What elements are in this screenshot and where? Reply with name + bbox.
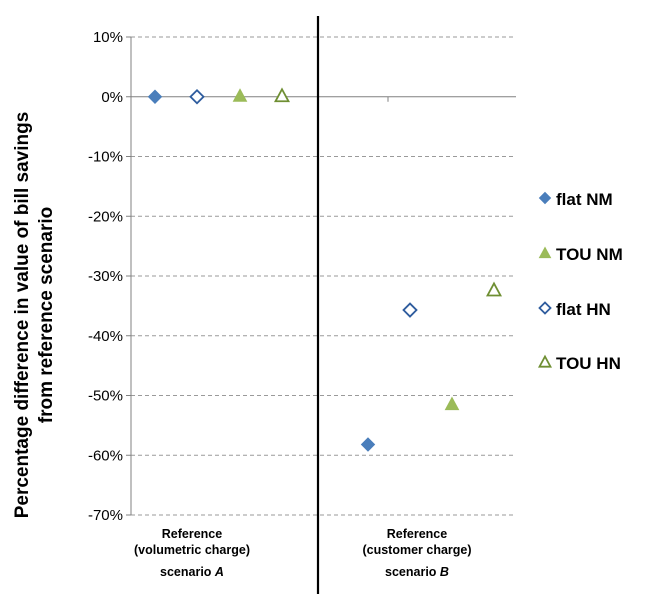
y-axis-label-line-1: Percentage difference in value of bill s…	[12, 112, 33, 519]
y-axis-label-line-2: from reference scenario	[36, 207, 57, 424]
legend-marker	[537, 354, 553, 368]
legend-label: TOU HN	[556, 354, 621, 373]
y-tick-label: -40%	[88, 328, 123, 345]
y-tick-label: -20%	[88, 208, 123, 225]
legend-marker	[538, 246, 552, 259]
data-point	[444, 396, 460, 411]
y-tick-labels: 10% 0% -10% -20% -30% -40% -50% -60% -70%	[88, 29, 123, 524]
legend-label: TOU NM	[556, 245, 623, 264]
data-point	[402, 302, 418, 318]
category-label-line: (volumetric charge)	[134, 543, 250, 557]
category-label-line: Reference	[162, 527, 222, 541]
y-tick-label: -70%	[88, 507, 123, 524]
data-point	[232, 88, 248, 102]
data-point	[273, 87, 291, 103]
legend-label: flat NM	[556, 190, 613, 209]
y-tick-label: -10%	[88, 149, 123, 166]
axes	[126, 16, 516, 594]
category-labels: Reference (volumetric charge) scenario A Re…	[134, 527, 472, 579]
y-tick-label: -50%	[88, 388, 123, 405]
category-scenario-label: scenario A	[160, 565, 224, 579]
category-label-line: (customer charge)	[362, 543, 471, 557]
legend-marker	[538, 191, 552, 205]
legend: flat NM TOU NM flat HN TOU HN	[537, 190, 623, 373]
data-points	[147, 87, 503, 452]
data-point	[485, 281, 503, 297]
y-tick-label: 10%	[93, 29, 123, 46]
y-tick-label: -30%	[88, 268, 123, 285]
y-tick-label: -60%	[88, 447, 123, 464]
data-point	[147, 89, 163, 104]
gridlines	[131, 36, 516, 516]
data-point	[189, 88, 205, 105]
category-label-line: Reference	[387, 527, 447, 541]
y-tick-label: 0%	[101, 89, 123, 106]
legend-label: flat HN	[556, 300, 611, 319]
legend-marker	[538, 301, 552, 315]
category-scenario-label: scenario B	[385, 565, 449, 579]
data-point	[360, 437, 376, 452]
